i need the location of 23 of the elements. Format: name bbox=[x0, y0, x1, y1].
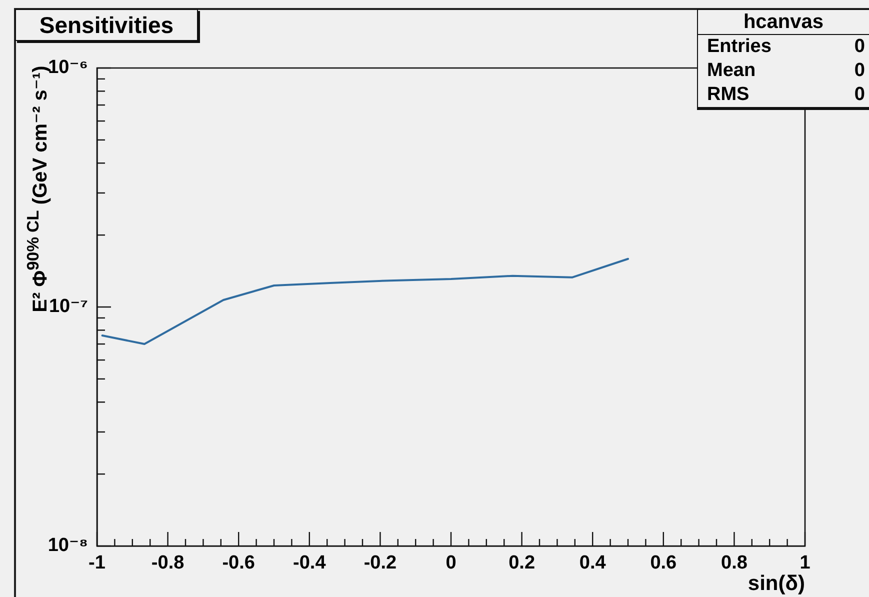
text: 0 bbox=[854, 35, 865, 59]
y-tick-label: 10⁻⁶ bbox=[48, 57, 88, 78]
x-tick-label: -1 bbox=[88, 552, 106, 574]
text: 0 bbox=[854, 83, 865, 107]
x-tick-label: 0.6 bbox=[650, 552, 677, 574]
y-tick-label: 10⁻⁸ bbox=[48, 535, 88, 556]
text: 0 bbox=[854, 59, 865, 83]
x-tick-label: 0 bbox=[446, 552, 456, 574]
x-axis-title: sin(δ) bbox=[748, 572, 805, 596]
x-tick-label: -0.8 bbox=[151, 552, 184, 574]
x-tick-label: 1 bbox=[800, 552, 811, 574]
x-tick-label: -0.6 bbox=[222, 552, 255, 574]
text: hcanvas bbox=[743, 11, 824, 33]
x-tick-label: 0.2 bbox=[508, 552, 536, 574]
x-tick-label: 0.4 bbox=[579, 552, 606, 574]
x-tick-label: -0.4 bbox=[293, 552, 326, 574]
annotation: RMS bbox=[707, 83, 750, 107]
x-tick-label: -0.2 bbox=[364, 552, 397, 574]
y-tick-label: 10⁻⁷ bbox=[48, 296, 88, 318]
x-tick-label: 0.8 bbox=[720, 552, 748, 574]
chart-title: Sensitivities bbox=[39, 12, 174, 38]
text: Entries bbox=[707, 35, 772, 59]
annotation: Mean bbox=[707, 59, 756, 83]
